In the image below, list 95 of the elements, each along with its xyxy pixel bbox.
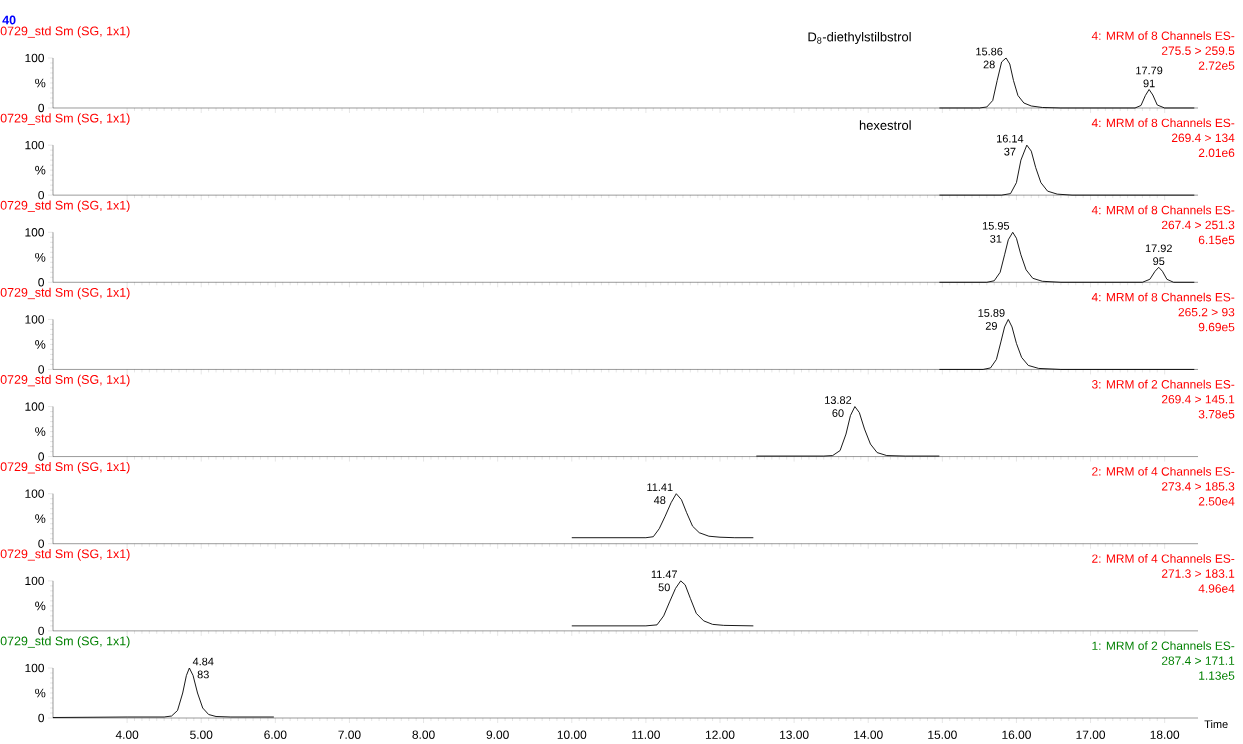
- annotation: 11.41: [647, 483, 673, 491]
- annotation: 17.79: [1136, 66, 1163, 75]
- text: 6.15e5: [1198, 235, 1235, 245]
- y-tick-label: 100: [25, 663, 45, 673]
- chart-title: 0729_std Sm (SG, 1x1): [0, 113, 130, 125]
- x-tick-label: 8.00: [412, 730, 435, 739]
- y-tick-label: 100: [25, 489, 45, 498]
- text: 9.69e5: [1198, 322, 1235, 332]
- text: 269.4 > 134: [1171, 133, 1235, 143]
- y-tick-label: 0: [38, 539, 45, 548]
- annotation: 50: [658, 583, 670, 592]
- y-tick-label: 100: [25, 402, 45, 411]
- annotation: 17.92: [1145, 244, 1172, 253]
- text: 1: MRM of 2 Channels ES-: [1092, 641, 1235, 650]
- y-tick-label: 100: [25, 576, 45, 586]
- chart-title: 0729_std Sm (SG, 1x1): [0, 636, 130, 648]
- x-tick-label: 12.00: [705, 730, 735, 739]
- text: 1.13e5: [1199, 671, 1235, 680]
- x-tick-label: 7.00: [338, 730, 361, 739]
- x-tick-label: 4.00: [115, 730, 139, 739]
- chart-subtitle: hexestrol: [859, 120, 911, 130]
- y-axis-title: %: [35, 252, 46, 262]
- y-tick-label: 0: [38, 626, 45, 636]
- chart-title: 0729_std Sm (SG, 1x1): [0, 287, 130, 300]
- y-tick-label: 100: [25, 228, 45, 237]
- text: 287.4 > 171.1: [1161, 656, 1235, 665]
- x-tick-label: 15.00: [928, 730, 957, 739]
- chart-title: 0729_std Sm (SG, 1x1): [0, 200, 130, 213]
- y-tick-label: 100: [25, 140, 45, 150]
- chart-title: 0729_std Sm (SG, 1x1): [0, 549, 130, 561]
- annotation: 16.14: [997, 134, 1024, 143]
- y-axis-title: %: [35, 601, 46, 611]
- text: 2.01e6: [1198, 148, 1235, 157]
- annotation: 15.95: [982, 221, 1010, 230]
- annotation: 60: [832, 409, 844, 417]
- annotation: 31: [990, 234, 1002, 243]
- y-tick-label: 0: [38, 278, 45, 287]
- x-tick-label: 9.00: [486, 730, 509, 739]
- chart-title: 0729_std Sm (SG, 1x1): [0, 374, 130, 387]
- annotation: 15.86: [976, 47, 1003, 56]
- annotation: 4.84: [192, 657, 214, 666]
- text: 275.5 > 259.5: [1161, 46, 1235, 55]
- x-tick-label: 10.00: [557, 730, 587, 739]
- y-axis-title: %: [35, 165, 46, 175]
- annotation: 29: [985, 322, 997, 330]
- text: 273.4 > 185.3: [1161, 482, 1235, 491]
- x-tick-label: 18.00: [1150, 730, 1180, 739]
- y-tick-label: 0: [38, 365, 45, 374]
- text: 4: MRM of 8 Channels ES-: [1091, 205, 1235, 215]
- text: 3.78e5: [1198, 409, 1235, 419]
- x-tick-label: 16.00: [1002, 730, 1031, 739]
- y-tick-label: 0: [38, 713, 45, 723]
- annotation: 28: [983, 60, 995, 69]
- annotation: 15.89: [978, 309, 1005, 317]
- text: 269.4 > 145.1: [1161, 395, 1235, 404]
- y-axis-title: %: [35, 688, 46, 698]
- text: 4.96e4: [1198, 584, 1235, 593]
- text: 40: [2, 15, 16, 25]
- text: 4: MRM of 8 Channels ES-: [1091, 118, 1235, 128]
- text: 265.2 > 93: [1178, 307, 1235, 317]
- annotation: 13.82: [825, 396, 852, 404]
- x-tick-label: 13.00: [780, 730, 809, 739]
- x-tick-label: 11.00: [632, 730, 660, 739]
- annotation: 11.47: [651, 570, 677, 579]
- text: 2: MRM of 4 Channels ES-: [1092, 554, 1235, 563]
- text: 4: MRM of 8 Channels ES-: [1091, 292, 1235, 302]
- text: 2.50e4: [1198, 497, 1235, 506]
- annotation: 95: [1153, 257, 1165, 266]
- chart-title: 0729_std Sm (SG, 1x1): [0, 26, 130, 38]
- y-axis-title: %: [35, 514, 46, 524]
- text: 2: MRM of 4 Channels ES-: [1092, 466, 1235, 476]
- y-tick-label: 100: [25, 315, 45, 324]
- chart-title: 0729_std Sm (SG, 1x1): [0, 461, 130, 474]
- text: 4: MRM of 8 Channels ES-: [1091, 31, 1235, 40]
- y-axis-title: %: [35, 78, 46, 88]
- x-axis-title: Time: [1204, 719, 1228, 729]
- y-tick-label: 0: [38, 452, 45, 461]
- y-axis-title: %: [35, 340, 46, 349]
- y-tick-label: 100: [25, 53, 45, 63]
- x-tick-label: 5.00: [190, 730, 213, 739]
- chart-subtitle: D$_{8}$-diethylstilbstrol: [808, 31, 911, 45]
- text: 271.3 > 183.1: [1161, 569, 1235, 578]
- annotation: 91: [1143, 79, 1155, 88]
- x-tick-label: 17.00: [1076, 730, 1106, 739]
- y-tick-label: 0: [38, 190, 45, 200]
- annotation: 48: [653, 496, 666, 505]
- annotation: 37: [1004, 147, 1016, 156]
- x-tick-label: 6.00: [264, 730, 287, 739]
- text: 267.4 > 251.3: [1161, 220, 1235, 230]
- text: 2.72e5: [1198, 61, 1235, 70]
- y-axis-title: %: [35, 427, 46, 436]
- y-tick-label: 0: [38, 103, 45, 113]
- annotation: 83: [197, 670, 209, 679]
- x-tick-label: 14.00: [854, 730, 883, 739]
- text: 3: MRM of 2 Channels ES-: [1091, 379, 1235, 389]
